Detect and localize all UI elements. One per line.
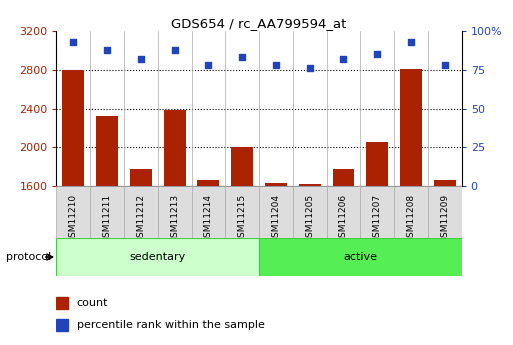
Bar [56, 238, 259, 276]
Text: GSM11204: GSM11204 [271, 194, 281, 243]
Bar [56, 319, 68, 331]
Text: percentile rank within the sample: percentile rank within the sample [77, 320, 265, 330]
Bar [56, 186, 90, 238]
Bar [164, 110, 186, 186]
Bar [157, 186, 191, 238]
Text: GSM11206: GSM11206 [339, 194, 348, 243]
Point [137, 56, 145, 62]
Bar [56, 297, 68, 309]
Text: GSM11211: GSM11211 [103, 194, 112, 243]
Text: GSM11208: GSM11208 [406, 194, 416, 243]
Point [441, 62, 449, 68]
Bar [293, 186, 327, 238]
Text: GSM11214: GSM11214 [204, 194, 213, 243]
Text: GSM11213: GSM11213 [170, 194, 179, 243]
Bar [231, 147, 253, 186]
Point [306, 66, 314, 71]
Bar [124, 186, 158, 238]
Bar [434, 180, 456, 186]
Bar [360, 186, 394, 238]
Point [407, 39, 415, 45]
Bar [130, 169, 152, 186]
Point [373, 51, 381, 57]
Bar [332, 169, 354, 186]
Point [204, 62, 212, 68]
Text: GSM11205: GSM11205 [305, 194, 314, 243]
Bar [428, 186, 462, 238]
Text: GSM11207: GSM11207 [373, 194, 382, 243]
Text: GSM11209: GSM11209 [440, 194, 449, 243]
Bar [259, 238, 462, 276]
Point [272, 62, 280, 68]
Text: sedentary: sedentary [130, 252, 186, 262]
Text: GSM11212: GSM11212 [136, 194, 145, 243]
Bar [394, 186, 428, 238]
Bar [400, 69, 422, 186]
Bar [265, 184, 287, 186]
Text: active: active [343, 252, 378, 262]
Point [170, 47, 179, 52]
Bar [299, 184, 321, 186]
Bar [327, 186, 360, 238]
Bar [259, 186, 293, 238]
Bar [191, 186, 225, 238]
Bar [90, 186, 124, 238]
Text: GSM11215: GSM11215 [238, 194, 247, 243]
Point [69, 39, 77, 45]
Text: GSM11210: GSM11210 [69, 194, 78, 243]
Bar [366, 142, 388, 186]
Bar [198, 179, 220, 186]
Text: count: count [77, 298, 108, 308]
Text: protocol: protocol [6, 252, 51, 262]
Title: GDS654 / rc_AA799594_at: GDS654 / rc_AA799594_at [171, 17, 347, 30]
Bar [63, 70, 84, 186]
Bar [225, 186, 259, 238]
Point [340, 56, 348, 62]
Point [103, 47, 111, 52]
Point [238, 55, 246, 60]
Bar [96, 117, 118, 186]
